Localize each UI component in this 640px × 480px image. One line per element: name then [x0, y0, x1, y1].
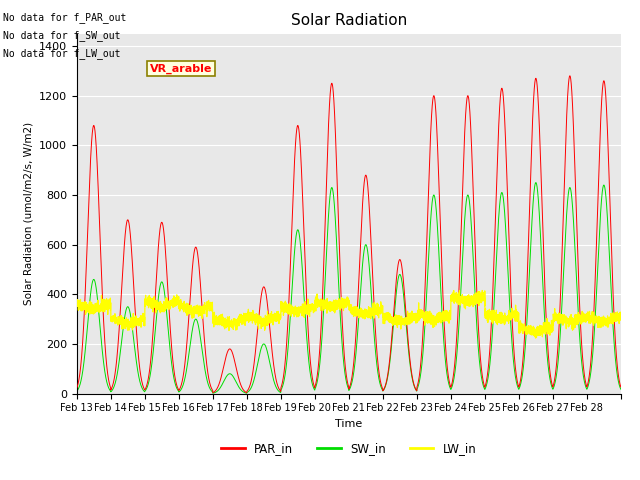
X-axis label: Time: Time [335, 419, 362, 429]
Title: Solar Radiation: Solar Radiation [291, 13, 407, 28]
Text: No data for f_LW_out: No data for f_LW_out [3, 48, 121, 60]
Legend: PAR_in, SW_in, LW_in: PAR_in, SW_in, LW_in [216, 437, 481, 460]
Text: No data for f_PAR_out: No data for f_PAR_out [3, 12, 127, 23]
Text: VR_arable: VR_arable [150, 63, 212, 73]
Y-axis label: Solar Radiation (umol/m2/s, W/m2): Solar Radiation (umol/m2/s, W/m2) [24, 122, 33, 305]
Text: No data for f_SW_out: No data for f_SW_out [3, 30, 121, 41]
